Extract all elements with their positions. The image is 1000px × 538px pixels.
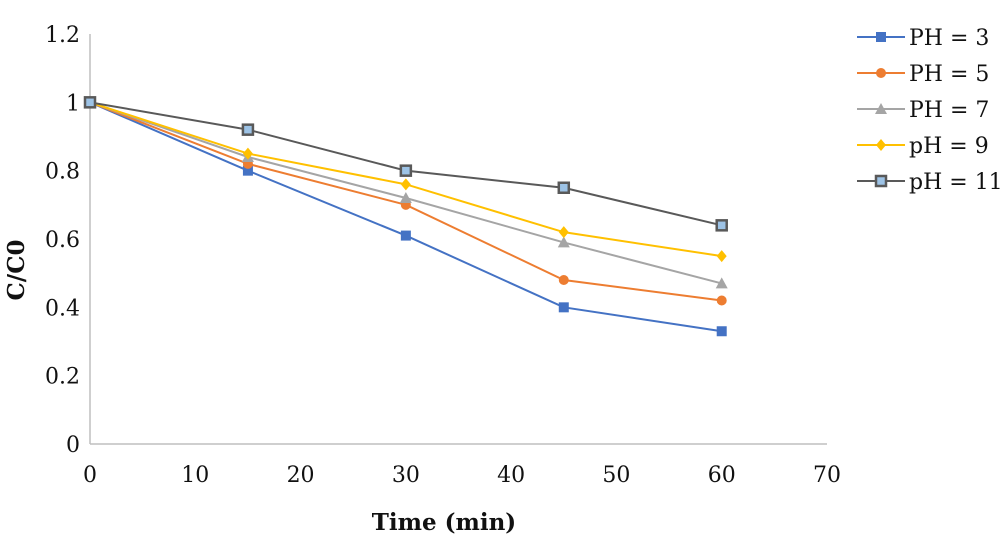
data-point: [558, 226, 569, 239]
legend-label: PH = 3: [909, 26, 989, 51]
series-layer: [83, 96, 728, 337]
data-point: [399, 164, 413, 177]
data-point: [400, 230, 411, 241]
series-ph-5: [85, 97, 727, 306]
legend-marker: [876, 68, 886, 78]
y-axis-title: C/C0: [3, 239, 30, 300]
data-point: [400, 178, 411, 191]
x-axis-title: Time (min): [372, 509, 516, 536]
data-point: [715, 277, 728, 289]
data-point: [557, 181, 571, 194]
y-tick-label: 0.6: [45, 228, 80, 253]
y-tick-label: 0.2: [45, 365, 80, 390]
y-tick-label: 0.8: [45, 160, 80, 185]
legend-item: PH = 7: [857, 98, 989, 123]
data-point: [557, 236, 570, 248]
x-tick-label: 40: [497, 463, 525, 488]
legend: PH = 3 PH = 5 PH = 7 pH = 9 pH = 11: [857, 26, 1000, 195]
legend-item: pH = 9: [857, 134, 989, 159]
x-tick-label: 0: [83, 463, 97, 488]
series-ph-7: [84, 96, 728, 289]
series-line: [89, 101, 722, 333]
data-point: [558, 302, 569, 313]
data-point: [715, 219, 728, 232]
y-tick-label: 1: [66, 91, 80, 116]
data-point: [558, 275, 569, 285]
y-tick-label: 0: [66, 433, 80, 458]
legend-marker: [876, 32, 886, 42]
data-point: [716, 250, 727, 263]
legend-item: pH = 11: [857, 170, 1000, 195]
x-tick-label: 10: [181, 463, 209, 488]
legend-item: PH = 5: [857, 62, 989, 87]
data-point: [399, 192, 412, 203]
x-tick-labels: 0 10 20 30 40 50 60 70: [83, 463, 841, 488]
x-tick-label: 20: [287, 463, 315, 488]
legend-marker: [875, 103, 887, 114]
x-tick-label: 70: [813, 463, 841, 488]
data-point: [83, 96, 97, 109]
legend-item: PH = 3: [857, 26, 989, 51]
x-tick-label: 60: [708, 463, 736, 488]
x-tick-label: 30: [392, 463, 420, 488]
legend-marker: [876, 139, 886, 151]
legend-marker: [874, 174, 888, 188]
legend-label: pH = 11: [909, 170, 1000, 195]
legend-label: PH = 7: [909, 98, 989, 123]
data-point: [716, 326, 727, 337]
legend-label: pH = 9: [909, 134, 989, 159]
y-tick-labels: 0 0.2 0.4 0.6 0.8 1 1.2: [45, 23, 80, 458]
data-point: [716, 295, 727, 306]
data-point: [242, 165, 253, 176]
data-point: [241, 123, 255, 136]
y-tick-label: 0.4: [45, 296, 80, 321]
y-tick-label: 1.2: [45, 23, 80, 48]
series-ph-11: [83, 96, 728, 232]
axes: [89, 34, 827, 445]
data-point: [242, 147, 253, 160]
legend-label: PH = 5: [909, 62, 989, 87]
x-tick-label: 50: [602, 463, 630, 488]
